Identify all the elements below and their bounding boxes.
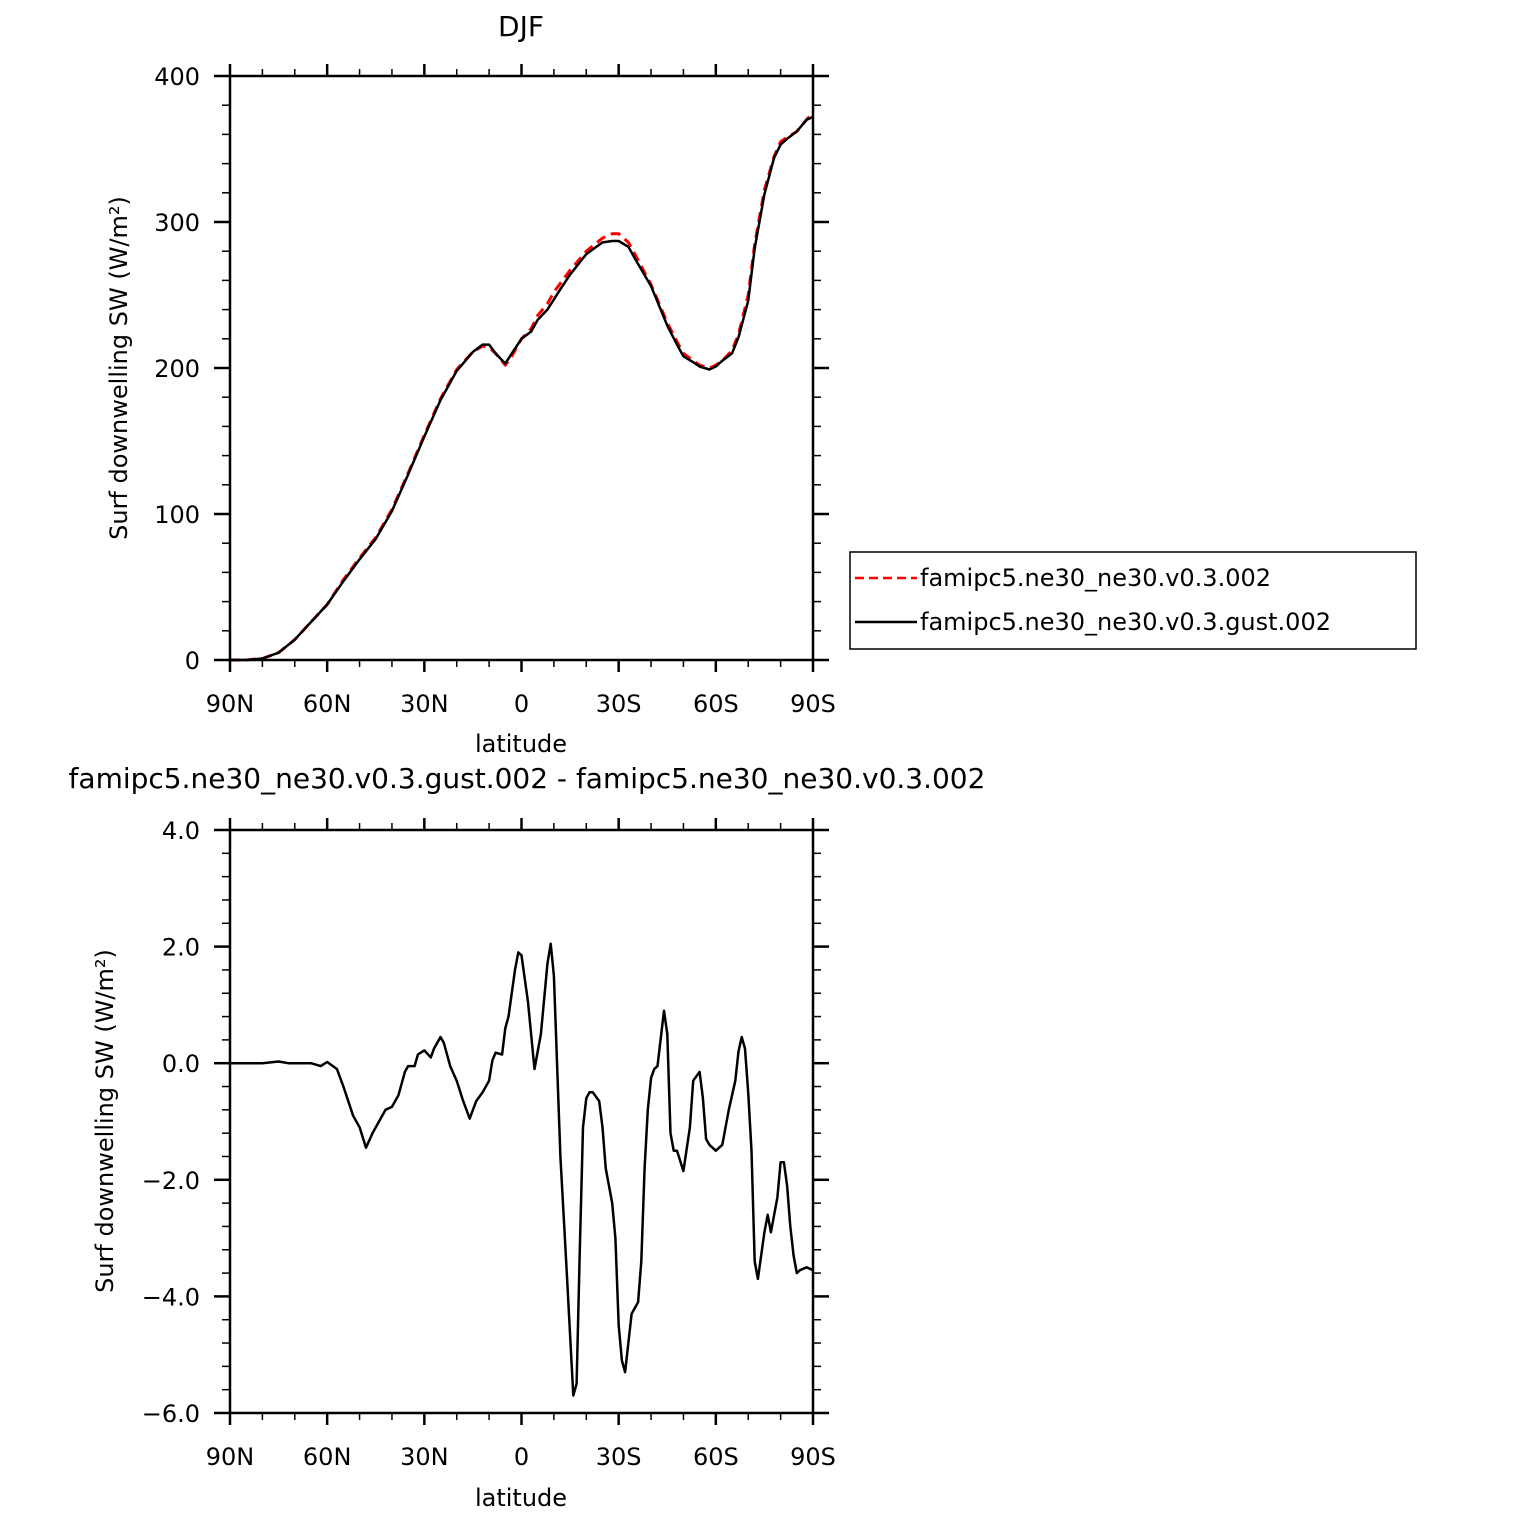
x-axis-title-bottom: latitude — [475, 1484, 567, 1512]
x-tick-label-bottom: 30S — [596, 1443, 642, 1471]
y-tick-label-bottom: −6.0 — [142, 1400, 200, 1428]
x-tick-label-bottom: 60N — [303, 1443, 352, 1471]
x-tick-label-top: 60N — [303, 690, 352, 718]
y-tick-label-bottom: 4.0 — [162, 817, 200, 845]
plot-frame-bottom — [228, 828, 815, 1415]
x-tick-label-bottom: 90N — [206, 1443, 255, 1471]
plot-frame-top — [228, 74, 815, 662]
y-tick-label-bottom: 0.0 — [162, 1050, 200, 1078]
series-line-top-2 — [230, 115, 814, 662]
y-axis-title-top: Surf downwelling SW (W/m²) — [105, 196, 133, 540]
x-tick-label-bottom: 0 — [514, 1443, 529, 1471]
x-axis-title-top: latitude — [475, 730, 567, 758]
legend-label-series1: famipc5.ne30_ne30.v0.3.002 — [920, 564, 1271, 592]
x-tick-label-top: 90S — [790, 690, 836, 718]
panel-difference: famipc5.ne30_ne30.v0.3.gust.002 - famipc… — [69, 762, 986, 1512]
x-tick-label-bottom: 90S — [790, 1443, 836, 1471]
chart-title-top: DJF — [498, 10, 544, 43]
x-tick-label-top: 60S — [693, 690, 739, 718]
y-tick-label-bottom: 2.0 — [162, 934, 200, 962]
y-tick-label-top: 0 — [185, 647, 200, 675]
panel-climatology: DJF Surf downwelling SW (W/m²) latitude … — [105, 10, 836, 758]
y-tick-label-bottom: −2.0 — [142, 1167, 200, 1195]
chart-title-bottom: famipc5.ne30_ne30.v0.3.gust.002 - famipc… — [69, 762, 986, 795]
y-tick-label-bottom: −4.0 — [142, 1283, 200, 1311]
x-tick-label-top: 30S — [596, 690, 642, 718]
x-tick-label-bottom: 30N — [400, 1443, 449, 1471]
y-tick-label-top: 200 — [154, 355, 200, 383]
series-line-top-1 — [230, 111, 815, 662]
legend-box — [849, 551, 1417, 650]
y-axis-title-bottom: Surf downwelling SW (W/m²) — [91, 949, 119, 1293]
x-tick-label-bottom: 60S — [693, 1443, 739, 1471]
x-tick-label-top: 0 — [514, 690, 529, 718]
y-tick-label-top: 300 — [154, 209, 200, 237]
y-tick-label-top: 400 — [154, 63, 200, 91]
y-tick-label-top: 100 — [154, 501, 200, 529]
x-tick-label-top: 30N — [400, 690, 449, 718]
series-line-bottom-1 — [230, 942, 814, 1397]
legend: famipc5.ne30_ne30.v0.3.002 famipc5.ne30_… — [849, 551, 1417, 650]
x-tick-label-top: 90N — [206, 690, 255, 718]
legend-label-series2: famipc5.ne30_ne30.v0.3.gust.002 — [920, 608, 1331, 636]
